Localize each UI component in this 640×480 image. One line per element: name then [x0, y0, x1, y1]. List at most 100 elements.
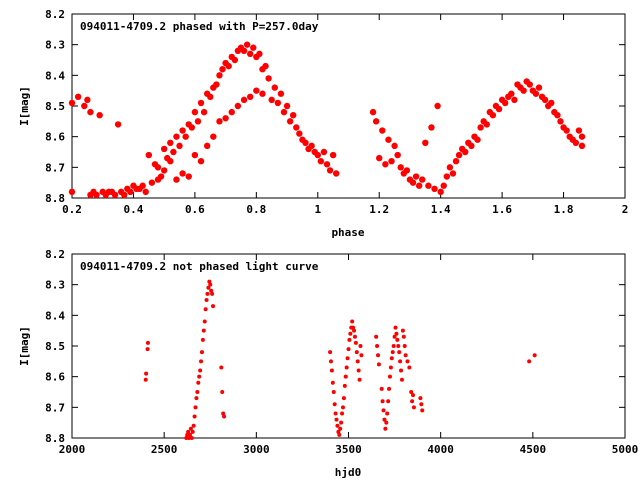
data-point	[225, 62, 232, 70]
data-point	[189, 436, 194, 440]
data-point	[333, 170, 340, 177]
data-point	[296, 130, 303, 137]
data-point	[347, 337, 352, 342]
data-point	[400, 328, 405, 333]
data-point	[207, 279, 212, 284]
data-point	[198, 368, 203, 373]
data-point	[191, 151, 199, 159]
data-point	[186, 429, 191, 434]
x-axis-label: hjd0	[335, 466, 362, 479]
data-point	[339, 420, 344, 425]
data-point	[157, 173, 165, 180]
data-point	[74, 93, 82, 101]
axis-ticks: 0.2 0.4 0.6 0.8 1 1.2 1.4 1.6 1.8 2 8.2 8.3 8.4 8.5 8.…	[45, 8, 628, 216]
data-point	[431, 185, 438, 192]
data-point	[411, 393, 416, 398]
data-point	[411, 405, 416, 410]
data-point	[468, 142, 475, 150]
data-point	[532, 353, 537, 358]
data-point	[93, 191, 100, 199]
data-point	[390, 350, 395, 355]
x-tick-label: 0.6	[185, 203, 205, 216]
data-point	[68, 188, 76, 196]
y-tick-label: 8.3	[45, 279, 65, 292]
data-point	[334, 417, 339, 422]
data-point	[372, 118, 380, 125]
x-tick-label: 5000	[612, 443, 639, 456]
data-point	[379, 127, 386, 134]
data-point	[535, 84, 543, 91]
x-tick-label: 0.8	[246, 203, 266, 216]
data-point	[213, 81, 220, 88]
data-point	[376, 154, 383, 162]
data-point	[259, 90, 266, 97]
data-point	[452, 158, 460, 165]
x-axis-label: phase	[331, 226, 364, 239]
data-point	[422, 139, 429, 146]
data-point	[191, 423, 196, 428]
data-point	[203, 142, 211, 150]
data-point	[554, 112, 561, 119]
data-point	[375, 344, 380, 348]
data-point	[387, 386, 392, 391]
data-point	[397, 164, 404, 171]
data-point	[548, 99, 555, 107]
x-tick-label: 1	[314, 203, 321, 216]
y-tick-label: 8.5	[45, 100, 65, 113]
data-point	[382, 417, 387, 422]
y-tick-label: 8.8	[45, 432, 65, 445]
data-point	[199, 359, 204, 364]
data-point	[256, 50, 263, 58]
data-point	[200, 337, 205, 342]
data-point	[192, 414, 197, 419]
phased-light-curve-panel: 094011-4709.2 phased with P=257.0day pha…	[18, 8, 628, 239]
x-tick-label: 4000	[427, 443, 454, 456]
data-point	[396, 344, 401, 348]
data-point	[187, 432, 192, 437]
data-point	[127, 188, 134, 196]
data-point	[148, 179, 156, 186]
data-point	[455, 151, 463, 159]
data-point	[204, 298, 209, 302]
data-point	[354, 350, 359, 355]
data-point	[216, 118, 223, 125]
data-point	[575, 127, 583, 134]
data-point	[402, 344, 407, 348]
x-tick-label: 2000	[59, 443, 86, 456]
y-tick-label: 8.7	[45, 401, 65, 414]
y-axis-label: I[mag]	[18, 86, 31, 126]
data-point	[293, 124, 300, 131]
data-point	[344, 365, 349, 370]
data-point	[314, 151, 321, 159]
x-tick-label: 4500	[520, 443, 547, 456]
data-point	[412, 173, 420, 180]
data-point	[399, 368, 404, 373]
data-point	[246, 93, 254, 101]
y-tick-label: 8.7	[45, 161, 65, 174]
data-point	[265, 75, 272, 82]
data-point	[191, 108, 199, 116]
data-point	[286, 118, 294, 125]
data-point	[440, 182, 447, 189]
data-point	[222, 414, 227, 419]
data-point	[359, 353, 364, 358]
x-tick-label: 1.4	[431, 203, 451, 216]
data-point	[145, 347, 150, 352]
data-point	[449, 170, 457, 177]
data-point	[388, 365, 393, 370]
data-point	[329, 151, 337, 159]
data-point	[185, 173, 192, 180]
data-point	[343, 374, 348, 379]
data-point	[409, 390, 414, 394]
data-point	[474, 136, 481, 143]
data-point	[351, 325, 356, 330]
data-point	[557, 118, 564, 125]
plot-frame	[71, 253, 626, 439]
data-point	[428, 124, 435, 131]
data-point	[201, 328, 206, 333]
data-point	[207, 93, 214, 101]
data-point	[511, 96, 518, 104]
data-point	[194, 118, 202, 125]
data-point	[541, 96, 549, 104]
data-point	[409, 179, 417, 186]
